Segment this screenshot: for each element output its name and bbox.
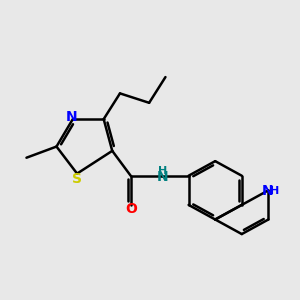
Text: O: O <box>125 202 136 216</box>
Text: N: N <box>157 170 169 184</box>
Text: S: S <box>72 172 82 186</box>
Text: N: N <box>65 110 77 124</box>
Text: H: H <box>270 186 279 196</box>
Text: H: H <box>158 167 167 176</box>
Text: N: N <box>262 184 273 198</box>
